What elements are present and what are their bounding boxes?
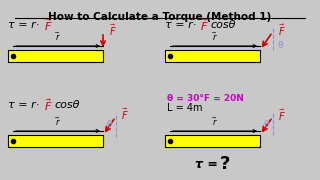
Text: τ = r·: τ = r· (8, 100, 39, 110)
Bar (8, 50, 103, 62)
Bar (165, 135, 260, 147)
Text: $\vec{F}$: $\vec{F}$ (44, 97, 52, 113)
Text: ?: ? (220, 155, 230, 173)
Text: $\vec{r}$: $\vec{r}$ (212, 115, 218, 128)
Text: τ =: τ = (195, 158, 222, 170)
Text: $\vec{F}$: $\vec{F}$ (109, 22, 117, 38)
Text: θ = 30°F = 20N: θ = 30°F = 20N (167, 93, 244, 102)
Text: $\vec{F}$: $\vec{F}$ (278, 22, 285, 38)
Text: cosθ: cosθ (210, 20, 236, 30)
Text: θ: θ (264, 120, 269, 129)
Text: τ = r·: τ = r· (165, 20, 196, 30)
Text: $\vec{r}$: $\vec{r}$ (55, 115, 61, 128)
Text: τ = r·: τ = r· (8, 20, 39, 30)
Text: $\vec{F}$: $\vec{F}$ (121, 106, 128, 122)
Text: L = 4m: L = 4m (167, 103, 203, 113)
Text: θ: θ (278, 40, 283, 50)
Text: $\vec{F}$: $\vec{F}$ (278, 107, 285, 123)
Text: How to Calculate a Torque (Method 1): How to Calculate a Torque (Method 1) (48, 12, 272, 22)
Text: cosθ: cosθ (54, 100, 79, 110)
Text: $\vec{F}$: $\vec{F}$ (200, 17, 209, 33)
Text: θ: θ (107, 120, 112, 129)
Text: $\vec{F}$: $\vec{F}$ (44, 17, 52, 33)
Bar (165, 50, 260, 62)
Text: $\vec{r}$: $\vec{r}$ (212, 30, 218, 43)
Text: $\vec{r}$: $\vec{r}$ (55, 30, 61, 43)
Bar (8, 135, 103, 147)
